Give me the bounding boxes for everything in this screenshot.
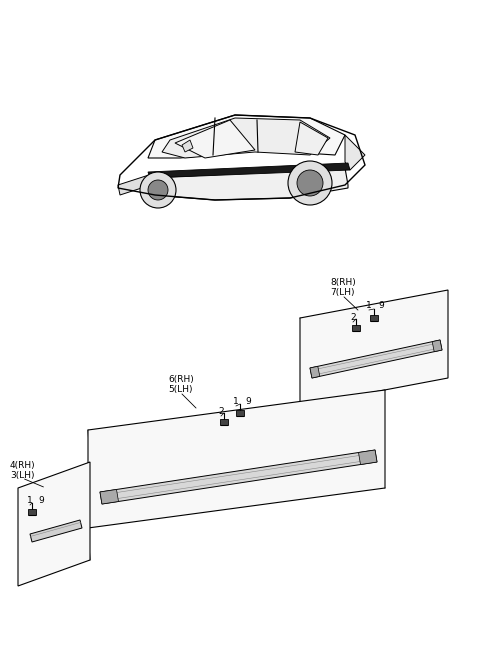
Text: 5(LH): 5(LH)	[168, 385, 192, 394]
Bar	[220, 419, 228, 425]
Polygon shape	[148, 168, 348, 200]
Text: 2: 2	[350, 313, 356, 322]
Bar	[352, 325, 360, 331]
Text: 9: 9	[378, 301, 384, 310]
Text: 1: 1	[366, 301, 372, 310]
Polygon shape	[310, 340, 442, 378]
Polygon shape	[118, 173, 157, 195]
Polygon shape	[100, 450, 377, 504]
Text: 1: 1	[233, 397, 239, 406]
Circle shape	[297, 170, 323, 196]
Polygon shape	[148, 115, 345, 158]
Bar	[370, 315, 378, 321]
Text: 9: 9	[38, 496, 44, 505]
Polygon shape	[88, 390, 385, 528]
Polygon shape	[345, 135, 365, 170]
Text: 1: 1	[27, 496, 33, 505]
Circle shape	[288, 161, 332, 205]
Circle shape	[140, 172, 176, 208]
Polygon shape	[162, 118, 330, 158]
Polygon shape	[310, 366, 320, 378]
Polygon shape	[182, 140, 193, 152]
Circle shape	[148, 180, 168, 200]
Text: 3(LH): 3(LH)	[10, 471, 35, 480]
Text: 7(LH): 7(LH)	[330, 288, 355, 297]
Text: 9: 9	[245, 397, 251, 406]
Text: 6(RH): 6(RH)	[168, 375, 194, 384]
Polygon shape	[30, 520, 82, 542]
Polygon shape	[295, 122, 328, 155]
Polygon shape	[432, 340, 442, 352]
Polygon shape	[148, 163, 350, 178]
Text: 4(RH): 4(RH)	[10, 461, 36, 470]
Polygon shape	[300, 290, 448, 406]
Text: 2: 2	[218, 407, 224, 416]
Bar	[28, 509, 36, 515]
Polygon shape	[359, 450, 377, 464]
Polygon shape	[18, 462, 90, 586]
Polygon shape	[100, 489, 119, 504]
Text: 8(RH): 8(RH)	[330, 278, 356, 287]
Polygon shape	[175, 120, 255, 158]
Bar	[236, 410, 244, 416]
